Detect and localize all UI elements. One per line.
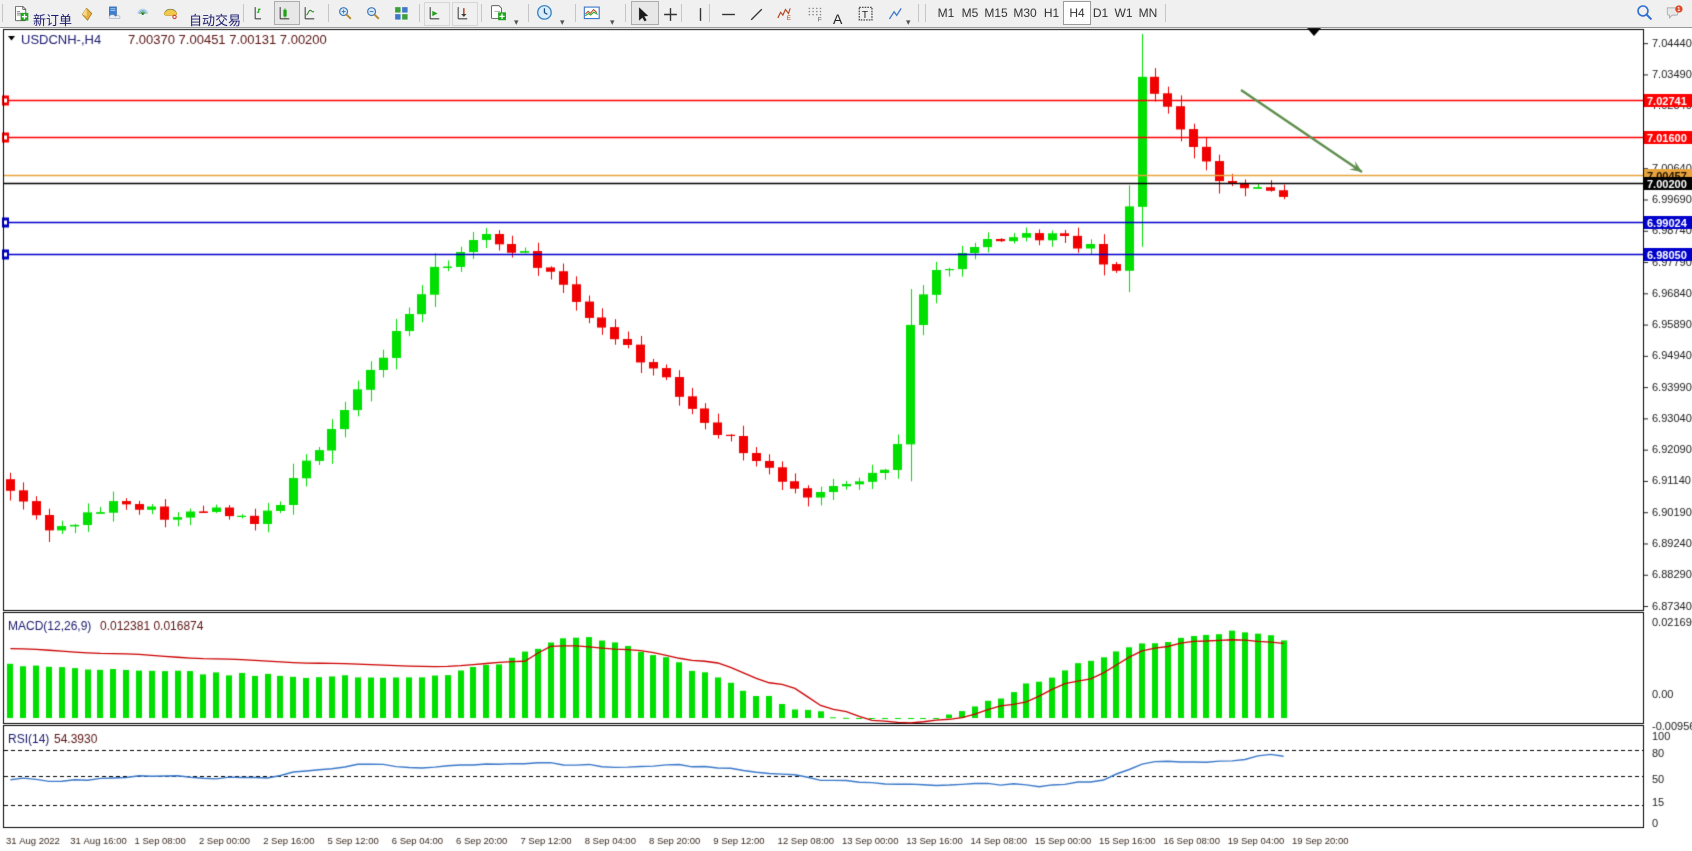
svg-text:E: E (787, 15, 791, 22)
svg-text:T: T (862, 10, 868, 21)
svg-text:F: F (818, 16, 822, 23)
svg-text:1: 1 (1677, 7, 1680, 13)
